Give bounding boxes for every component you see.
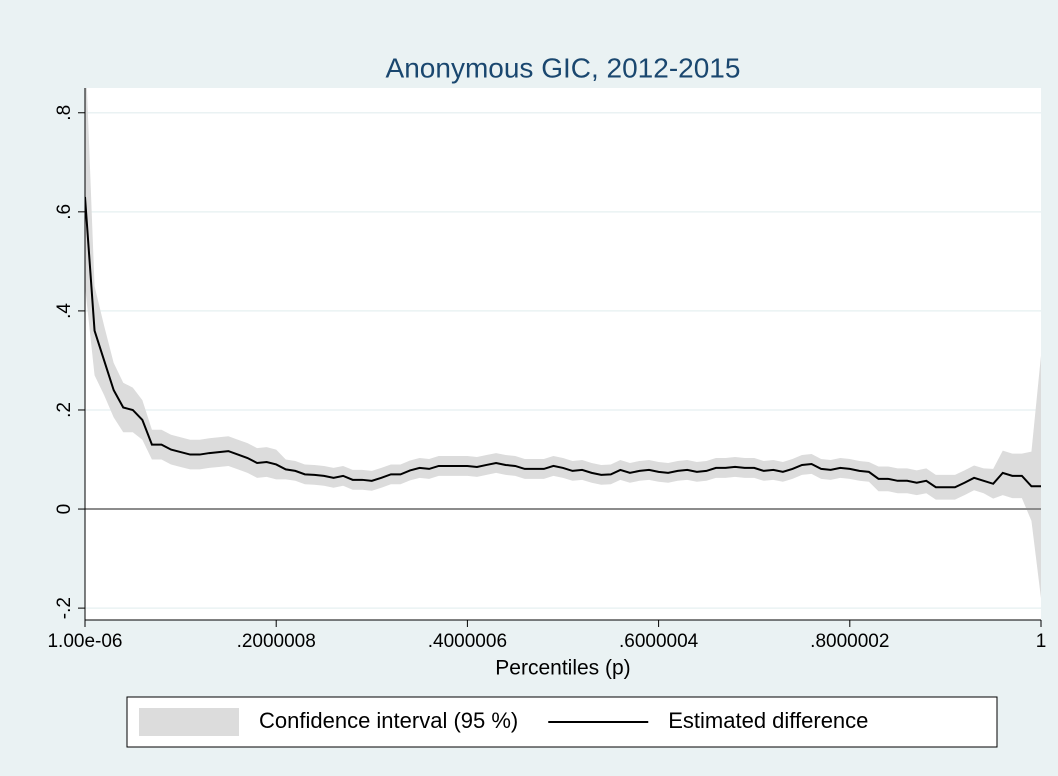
legend-swatch [139, 708, 239, 736]
y-tick-label: 0 [54, 504, 75, 515]
x-tick-label: .2000008 [237, 631, 316, 652]
plot-area [85, 88, 1041, 620]
y-tick-label: .4 [54, 303, 75, 319]
x-tick-label: 1.00e-06 [47, 631, 122, 652]
x-tick-label: .6000004 [619, 631, 699, 652]
y-tick-label: .8 [54, 105, 75, 121]
x-tick-label: 1 [1036, 631, 1047, 652]
x-tick-label: .4000006 [428, 631, 507, 652]
legend-label: Confidence interval (95 %) [259, 708, 518, 733]
plot-content [85, 88, 1041, 599]
x-tick-label: .8000002 [810, 631, 889, 652]
y-tick-label: .2 [54, 402, 75, 418]
confidence-band [85, 88, 1041, 599]
x-axis-label: Percentiles (p) [495, 657, 630, 680]
y-tick-label: -.2 [54, 597, 75, 619]
legend-label: Estimated difference [668, 708, 868, 733]
chart-title: Anonymous GIC, 2012-2015 [386, 52, 741, 83]
line [85, 196, 1041, 489]
y-tick-label: .6 [54, 204, 75, 220]
